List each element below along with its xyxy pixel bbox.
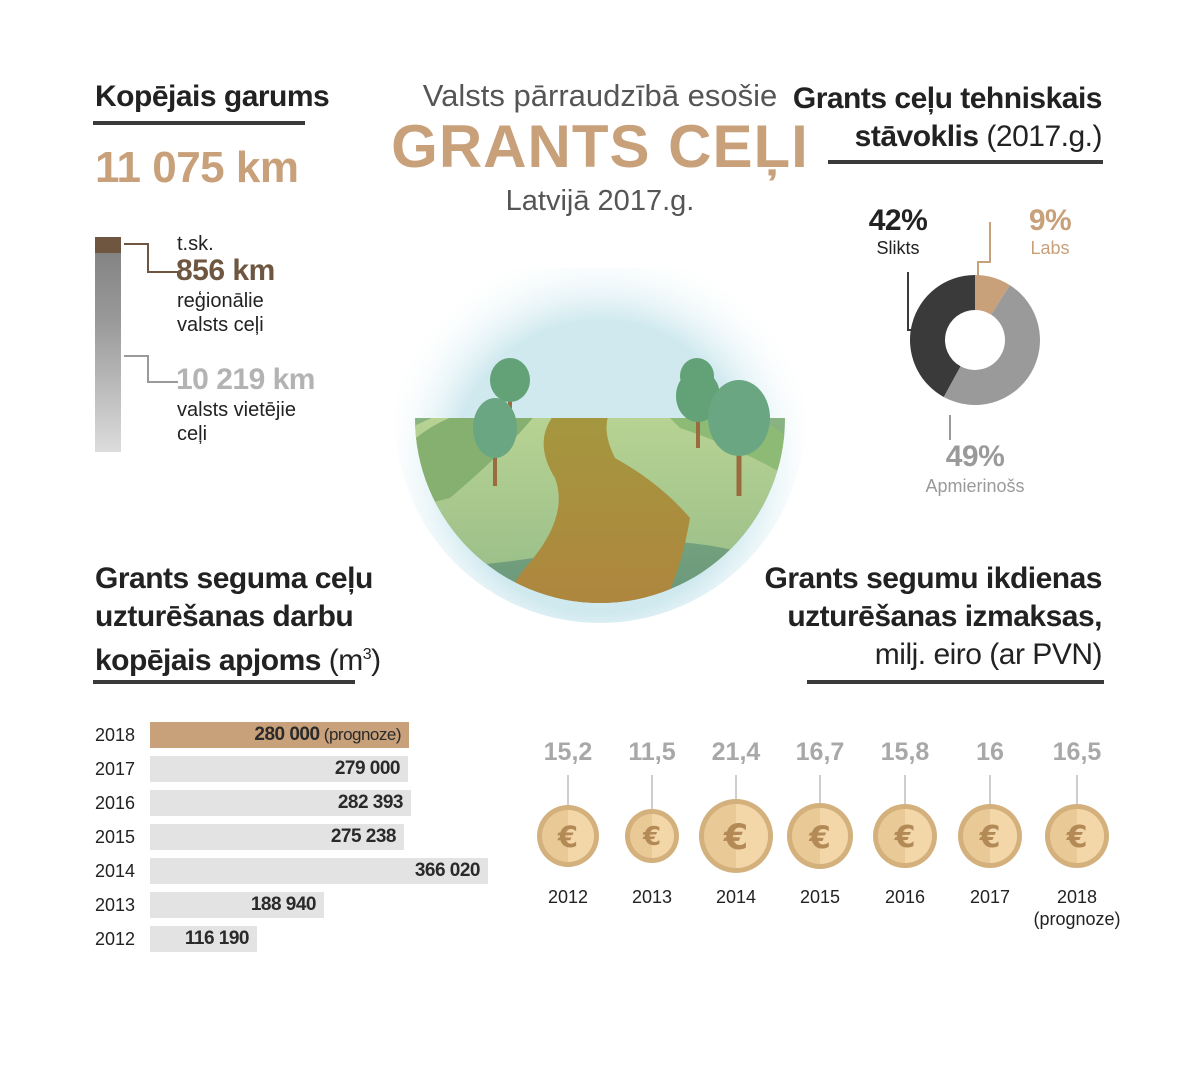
euro-coin-icon: €	[537, 775, 599, 867]
bar-value-label: 116 190	[184, 928, 250, 949]
euro-coin-icon: €	[958, 775, 1022, 868]
euro-coin-icon: €	[625, 775, 679, 863]
incl-label: t.sk.	[177, 233, 214, 255]
coin-value-label: 16	[976, 738, 1004, 766]
volume-bar	[150, 824, 404, 850]
total-length-value: 11 075 km	[95, 143, 299, 192]
coin-year-label: 2014	[715, 887, 757, 907]
condition-heading: Grants ceļu tehniskais stāvoklis (2017.g…	[792, 80, 1103, 156]
coin-value-label: 21,4	[711, 738, 761, 766]
slice-label-slikts-pct: 42%	[868, 204, 928, 237]
svg-text:€: €	[642, 822, 661, 852]
bar-year-label: 2017	[95, 759, 136, 779]
bar-value-label: 280 000 (prognoze)	[254, 724, 401, 745]
title-main: GRANTS CEĻI	[391, 113, 809, 180]
svg-text:€: €	[557, 820, 578, 854]
volume-heading-line-2: uzturēšanas darbu	[95, 600, 354, 633]
condition-heading-year: (2017.g.)	[986, 120, 1102, 153]
slice-label-slikts: Slikts	[876, 238, 920, 258]
svg-text:€: €	[1066, 820, 1088, 855]
coin-year-label: 2018 (prognoze)	[1033, 887, 1121, 929]
cost-heading-line-2: uzturēšanas izmaksas,	[787, 600, 1102, 633]
bar-year-label: 2014	[95, 861, 136, 881]
length-bar	[95, 237, 121, 452]
cost-heading: Grants segumu ikdienas uzturēšanas izmak…	[764, 560, 1103, 674]
coin-value-label: 15,8	[880, 738, 930, 766]
labs-connector	[977, 222, 991, 278]
slice-apmierinoss	[943, 285, 1040, 405]
regional-label-1: reģionālie	[177, 290, 264, 312]
condition-heading-rule	[828, 160, 1103, 164]
slice-label-apmierinoss-pct: 49%	[945, 440, 1005, 473]
slice-label-labs-pct: 9%	[1028, 204, 1072, 237]
local-label-2: ceļi	[177, 423, 208, 445]
bar-value-label: 188 940	[250, 894, 317, 915]
condition-donut-chart	[907, 222, 1040, 440]
length-heading: Kopējais garums	[95, 80, 330, 113]
bar-year-label: 2018	[95, 725, 136, 745]
bar-year-label: 2016	[95, 793, 136, 813]
bar-value-label: 366 020	[414, 860, 481, 881]
regional-length-segment	[95, 237, 121, 253]
volume-heading-line-1: Grants seguma ceļu	[95, 562, 373, 595]
coin-year-label: 2016	[884, 887, 926, 907]
svg-text:€: €	[808, 820, 831, 856]
volume-bar	[150, 892, 324, 918]
coin-value-label: 11,5	[628, 738, 676, 766]
regional-label-2: valsts ceļi	[177, 314, 264, 336]
coin-value-label: 16,5	[1052, 738, 1102, 766]
euro-coin-icon: €	[873, 775, 937, 868]
coin-value-label: 16,7	[795, 738, 845, 766]
regional-length-value: 856 km	[176, 254, 275, 287]
volume-bar	[150, 756, 408, 782]
slice-label-labs: Labs	[1030, 238, 1070, 258]
coin-value-label: 15,2	[543, 738, 593, 766]
volume-heading: Grants seguma ceļu uzturēšanas darbu kop…	[95, 560, 381, 680]
slice-slikts	[910, 275, 975, 397]
length-heading-rule	[93, 121, 305, 125]
euro-coin-icon: €	[1045, 775, 1109, 868]
coin-year-label: 2017	[969, 887, 1011, 907]
volume-heading-line-3: kopējais apjoms	[95, 644, 321, 677]
condition-heading-line-1: Grants ceļu tehniskais	[792, 82, 1103, 115]
coin-year-label: 2015	[799, 887, 841, 907]
volume-heading-rule	[93, 680, 355, 684]
slice-label-apmierinoss: Apmierinošs	[925, 476, 1025, 496]
bar-value-label: 279 000	[334, 758, 401, 779]
svg-text:€: €	[894, 820, 916, 855]
volume-unit: (m3)	[328, 644, 381, 677]
length-connectors	[124, 243, 178, 383]
local-length-value: 10 219 km	[176, 363, 315, 396]
svg-text:€: €	[979, 820, 1001, 855]
volume-bar	[150, 858, 488, 884]
coin-year-label: 2012	[547, 887, 589, 907]
bar-year-label: 2013	[95, 895, 136, 915]
volume-bar	[150, 926, 257, 952]
bar-value-label: 282 393	[337, 792, 404, 813]
coin-year-label: 2013	[631, 887, 673, 907]
cost-heading-line-1: Grants segumu ikdienas	[764, 562, 1103, 595]
title-line-1: Valsts pārraudzībā esošie	[422, 78, 778, 113]
road-landscape-illustration	[395, 268, 805, 623]
volume-bar	[150, 790, 411, 816]
bar-year-label: 2012	[95, 929, 136, 949]
slikts-connector	[907, 272, 916, 331]
svg-text:€: €	[723, 818, 748, 858]
condition-heading-line-2: stāvoklis	[854, 120, 979, 153]
cost-heading-line-3: milj. eiro (ar PVN)	[874, 638, 1103, 671]
cost-heading-rule	[807, 680, 1104, 684]
bar-value-label: 275 238	[330, 826, 397, 847]
slice-labs	[975, 275, 1010, 315]
bar-year-label: 2015	[95, 827, 136, 847]
volume-bar	[150, 722, 409, 748]
euro-coin-icon: €	[699, 775, 773, 873]
local-label-1: valsts vietējie	[177, 399, 296, 421]
title-line-3: Latvijā 2017.g.	[505, 185, 695, 217]
euro-coin-icon: €	[787, 775, 853, 869]
